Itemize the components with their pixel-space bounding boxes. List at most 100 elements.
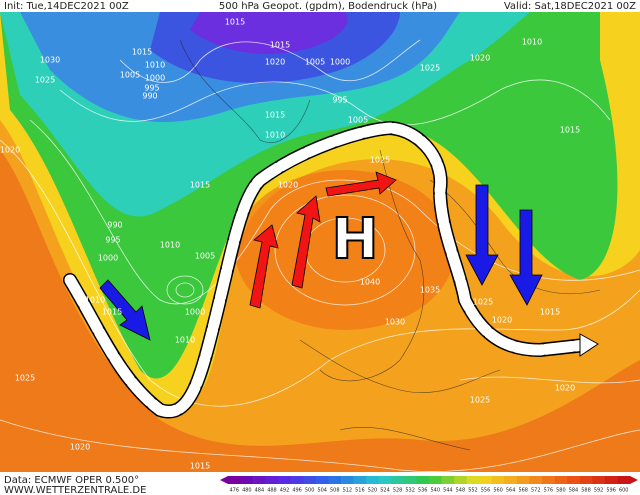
isobar-label: 1015 bbox=[190, 181, 210, 190]
isobar-label: 1030 bbox=[385, 318, 405, 327]
data-source: Data: ECMWF OPER 0.500° bbox=[4, 475, 139, 486]
isobar-label: 1025 bbox=[470, 396, 490, 405]
colorbar-label: 552 bbox=[468, 488, 478, 494]
colorbar-cell bbox=[429, 476, 442, 484]
colorbar-cell bbox=[504, 476, 518, 484]
colorbar-cell bbox=[617, 476, 631, 484]
colorbar-cell bbox=[542, 476, 555, 484]
colorbar-right-cap bbox=[630, 476, 638, 484]
colorbar-label: 572 bbox=[531, 488, 541, 494]
colorbar-left-cap bbox=[220, 476, 228, 484]
isobar-label: 1010 bbox=[265, 131, 285, 140]
isobar-label: 1035 bbox=[420, 286, 440, 295]
website: WWW.WETTERZENTRALE.DE bbox=[4, 485, 146, 495]
colorbar-label: 560 bbox=[493, 488, 503, 494]
isobar-label: 1000 bbox=[330, 58, 350, 67]
map-title: 500 hPa Geopot. (gpdm), Bodendruck (hPa) bbox=[219, 1, 437, 12]
colorbar-label: 496 bbox=[292, 488, 302, 494]
isobar-label: 1020 bbox=[70, 443, 90, 452]
init-time: Init: Tue,14DEC2021 00Z bbox=[4, 1, 129, 12]
colorbar-cell bbox=[353, 476, 367, 484]
isobar-label: 1015 bbox=[225, 18, 245, 27]
colorbar-label: 484 bbox=[255, 488, 265, 494]
colorbar-label: 576 bbox=[544, 488, 554, 494]
colorbar-label: 600 bbox=[619, 488, 629, 494]
colorbar-cell bbox=[403, 476, 417, 484]
warm-air-arrows bbox=[249, 171, 397, 309]
colorbar-label: 532 bbox=[405, 488, 415, 494]
colorbar-label: 540 bbox=[431, 488, 441, 494]
colorbar-cell bbox=[240, 476, 254, 484]
colorbar-label: 476 bbox=[230, 488, 240, 494]
colorbar-label: 588 bbox=[581, 488, 591, 494]
isobar-label: 1020 bbox=[278, 181, 298, 190]
isobar-label: 1030 bbox=[40, 56, 60, 65]
colorbar-cell bbox=[592, 476, 606, 484]
colorbar-cell bbox=[454, 476, 467, 484]
colorbar-cell bbox=[315, 476, 329, 484]
colorbar-cell bbox=[253, 476, 266, 484]
isobar-label: 1025 bbox=[473, 298, 493, 307]
isobar-label: 1025 bbox=[35, 76, 55, 85]
isobar-label: 995 bbox=[105, 236, 120, 245]
colorbar-label: 536 bbox=[418, 488, 428, 494]
high-pressure-label: H bbox=[332, 207, 379, 272]
cold-air-arrows bbox=[99, 184, 543, 341]
isobar-label: 1005 bbox=[305, 58, 325, 67]
colorbar-label: 556 bbox=[481, 488, 491, 494]
valid-time: Valid: Sat,18DEC2021 00Z bbox=[504, 1, 636, 12]
isobar-label: 1020 bbox=[470, 54, 490, 63]
isobar-label: 1010 bbox=[175, 336, 195, 345]
colorbar-cell bbox=[416, 476, 430, 484]
colorbar: 476 480 484 488 492 496 500 504 508 512 516 520 524 5… bbox=[220, 476, 638, 494]
colorbar-label: 480 bbox=[242, 488, 252, 494]
colorbar-label: 504 bbox=[317, 488, 327, 494]
colorbar-cell bbox=[604, 476, 618, 484]
isobar-label: 1015 bbox=[270, 41, 290, 50]
isobar-label: 1025 bbox=[370, 156, 390, 165]
isobar-label: 1015 bbox=[190, 462, 210, 471]
colorbar-label: 592 bbox=[594, 488, 604, 494]
colorbar-cell bbox=[441, 476, 455, 484]
colorbar-label: 520 bbox=[368, 488, 378, 494]
colorbar-cell bbox=[341, 476, 354, 484]
colorbar-label: 488 bbox=[267, 488, 277, 494]
colorbar-cell bbox=[265, 476, 279, 484]
colorbar-label: 508 bbox=[330, 488, 340, 494]
isobar-label: 990 bbox=[142, 92, 157, 101]
colorbar-cell bbox=[579, 476, 593, 484]
isobar-label: 1025 bbox=[15, 374, 35, 383]
isobar-label: 1020 bbox=[265, 58, 285, 67]
colorbar-cell bbox=[278, 476, 292, 484]
colorbar-cell bbox=[290, 476, 304, 484]
colorbar-label: 528 bbox=[393, 488, 403, 494]
colorbar-cell bbox=[303, 476, 317, 484]
isobar-label: 1010 bbox=[160, 241, 180, 250]
colorbar-label: 516 bbox=[355, 488, 365, 494]
isobar-label: 1025 bbox=[420, 64, 440, 73]
isobar-label: 995 bbox=[144, 84, 159, 93]
isobar-label: 1015 bbox=[540, 308, 560, 317]
isobar-label: 1010 bbox=[145, 61, 165, 70]
colorbar-cell bbox=[378, 476, 392, 484]
jet-stream-arrow bbox=[63, 120, 599, 419]
isobar-label: 1000 bbox=[145, 74, 165, 83]
isobar-label: 1015 bbox=[560, 126, 580, 135]
colorbar-cell bbox=[554, 476, 568, 484]
isobar-label: 1005 bbox=[120, 71, 140, 80]
colorbar-label: 568 bbox=[518, 488, 528, 494]
isobar-label: 1005 bbox=[348, 116, 368, 125]
colorbar-label: 584 bbox=[569, 488, 579, 494]
colorbar-label: 500 bbox=[305, 488, 315, 494]
colorbar-label: 524 bbox=[380, 488, 390, 494]
isobar-label: 1040 bbox=[360, 278, 380, 287]
colorbar-cell bbox=[491, 476, 505, 484]
isobar-label: 995 bbox=[332, 96, 347, 105]
colorbar-label: 596 bbox=[606, 488, 616, 494]
colorbar-label: 512 bbox=[343, 488, 353, 494]
isobar-label: 1015 bbox=[265, 111, 285, 120]
colorbar-cell bbox=[366, 476, 380, 484]
colorbar-cell bbox=[466, 476, 480, 484]
